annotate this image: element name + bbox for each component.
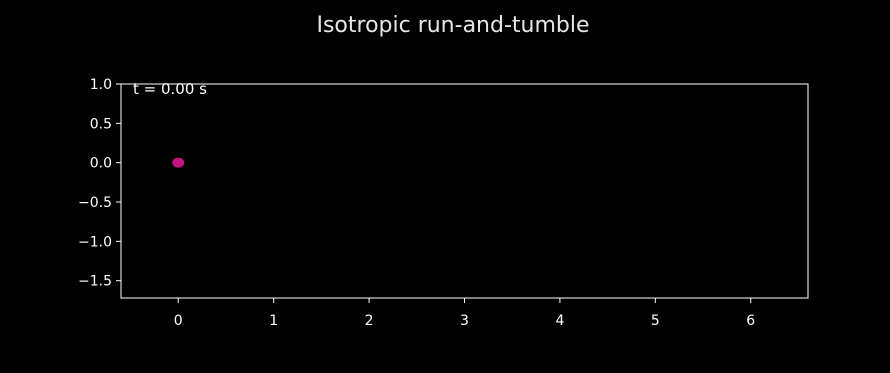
time-annotation: t = 0.00 s: [133, 80, 207, 98]
y-tick-label: 1.0: [90, 77, 112, 93]
plot-frame: [120, 83, 809, 299]
axes: 0 1 2 3 4 5 6 1.0 0.5 0.0 −0.5 −1.0 −1.5 t = 0.00 s: [78, 77, 809, 329]
x-tick-label: 4: [555, 313, 564, 329]
y-tick-label: −0.5: [78, 195, 112, 211]
y-tick-label: −1.0: [78, 234, 112, 250]
chart-title: Isotropic run-and-tumble: [316, 13, 589, 38]
x-tick-label: 1: [269, 313, 278, 329]
x-tick-label: 5: [651, 313, 660, 329]
x-tick-label: 0: [174, 313, 183, 329]
x-tick-label: 6: [746, 313, 755, 329]
data-point: [172, 157, 185, 168]
y-tick-label: 0.0: [90, 156, 112, 172]
y-tick-label: −1.5: [78, 274, 112, 290]
x-tick-label: 2: [365, 313, 374, 329]
y-tick-label: 0.5: [90, 116, 112, 132]
x-tick-label: 3: [460, 313, 469, 329]
